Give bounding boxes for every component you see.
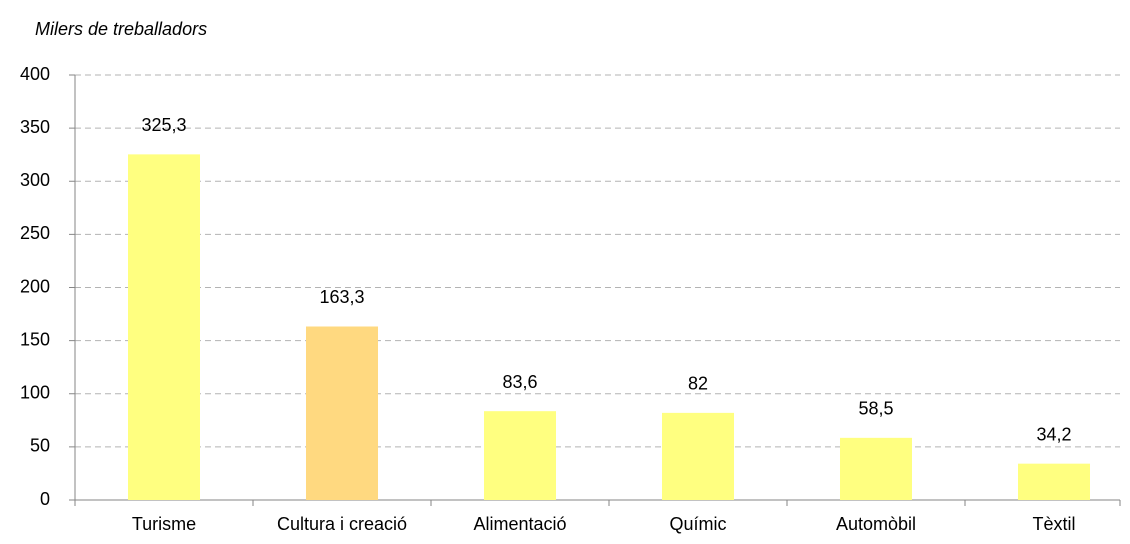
x-tick-label: Químic xyxy=(669,514,726,534)
y-tick-label: 250 xyxy=(20,223,50,243)
y-tick-label: 0 xyxy=(40,489,50,509)
y-tick-label: 300 xyxy=(20,170,50,190)
value-label: 82 xyxy=(688,374,708,394)
x-tick-label: Cultura i creació xyxy=(277,514,407,534)
value-label: 34,2 xyxy=(1036,424,1071,444)
y-tick-label: 100 xyxy=(20,383,50,403)
x-tick-label: Turisme xyxy=(132,514,196,534)
y-tick-label: 400 xyxy=(20,64,50,84)
x-tick-label: Alimentació xyxy=(473,514,566,534)
bar xyxy=(840,437,912,500)
value-label: 83,6 xyxy=(502,372,537,392)
chart-title: Milers de treballadors xyxy=(35,19,207,39)
bar xyxy=(306,326,378,500)
bar xyxy=(662,412,734,500)
y-tick-label: 150 xyxy=(20,329,50,349)
x-tick-label: Tèxtil xyxy=(1032,514,1075,534)
value-label: 325,3 xyxy=(141,115,186,135)
x-tick-label: Automòbil xyxy=(836,514,916,534)
value-label: 163,3 xyxy=(319,287,364,307)
bar xyxy=(128,154,200,500)
y-tick-label: 50 xyxy=(30,436,50,456)
bar xyxy=(1018,463,1090,500)
y-tick-label: 350 xyxy=(20,117,50,137)
y-tick-label: 200 xyxy=(20,276,50,296)
value-label: 58,5 xyxy=(858,399,893,419)
bar xyxy=(484,411,556,500)
